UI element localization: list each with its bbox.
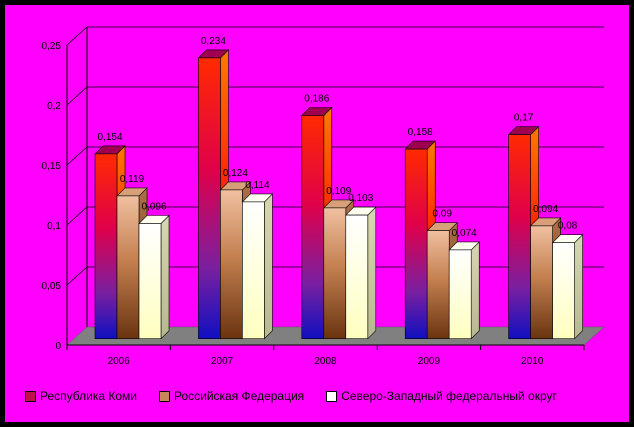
gridline-wall: [66, 86, 88, 106]
data-label: 0,186: [304, 94, 329, 105]
y-tick-label: 0: [55, 341, 61, 352]
bar-side: [160, 214, 170, 340]
bar: [448, 249, 472, 339]
y-tick-label: 0,25: [42, 41, 62, 52]
gridline-wall: [66, 146, 88, 166]
bar: [116, 195, 140, 339]
bar: [138, 223, 162, 339]
legend-swatch: [326, 390, 338, 402]
gridline-wall: [66, 206, 88, 226]
legend-item: Северо-Западный федеральный округ: [326, 389, 557, 403]
bar: [198, 57, 221, 339]
bar-side: [574, 233, 583, 340]
chart-frame: 0 0,05 0,1 0,15 0,2 0,25 2006 2007 2008 2009 2010 …: [5, 5, 629, 422]
legend-swatch: [25, 390, 36, 402]
data-label: 0,109: [326, 186, 351, 197]
bar: [426, 230, 450, 339]
data-label: 0,154: [97, 132, 122, 143]
legend: Республика Коми Российская Федерация Север…: [25, 385, 634, 407]
x-tick-label: 2007: [211, 356, 234, 367]
data-label: 0,103: [348, 193, 373, 204]
x-tick-label: 2006: [108, 356, 131, 367]
gridline-wall: [66, 26, 88, 46]
x-tick-label: 2009: [418, 356, 441, 367]
legend-item: Республика Коми: [25, 389, 137, 403]
gridline-wall: [66, 266, 88, 286]
bar: [345, 214, 369, 340]
bar: [301, 115, 325, 339]
bars-layer: [94, 49, 584, 340]
bar: [242, 201, 265, 339]
bar: [404, 148, 428, 340]
legend-label: Российская Федерация: [173, 389, 305, 403]
data-label: 0,234: [201, 36, 226, 47]
data-label: 0,158: [408, 127, 433, 138]
bar: [323, 207, 347, 339]
data-label: 0,09: [432, 209, 452, 220]
y-tick-label: 0,1: [47, 221, 61, 232]
y-tick-label: 0,15: [42, 161, 62, 172]
legend-label: Республика Коми: [40, 389, 137, 403]
data-label: 0,114: [245, 180, 270, 191]
bar: [530, 225, 553, 339]
bar-side: [470, 241, 480, 340]
bar-side: [264, 193, 273, 340]
data-label: 0,074: [452, 228, 477, 239]
bar: [552, 242, 575, 339]
data-label: 0,094: [533, 204, 558, 215]
bar: [94, 153, 118, 339]
x-tick-label: 2010: [521, 356, 544, 367]
data-label: 0,119: [120, 174, 145, 185]
legend-label: Северо-Западный федеральный округ: [341, 389, 557, 403]
y-tick-label: 0,2: [47, 101, 61, 112]
legend-swatch: [158, 390, 170, 402]
bar-side: [367, 206, 377, 340]
data-label: 0,08: [558, 221, 578, 232]
x-tick-label: 2008: [314, 356, 337, 367]
data-label: 0,096: [141, 202, 166, 213]
data-label: 0,124: [223, 168, 248, 179]
data-label: 0,17: [514, 113, 534, 124]
bar: [508, 134, 531, 339]
legend-item: Российская Федерация: [158, 389, 305, 403]
y-tick-label: 0,05: [42, 281, 62, 292]
bar: [220, 189, 243, 339]
